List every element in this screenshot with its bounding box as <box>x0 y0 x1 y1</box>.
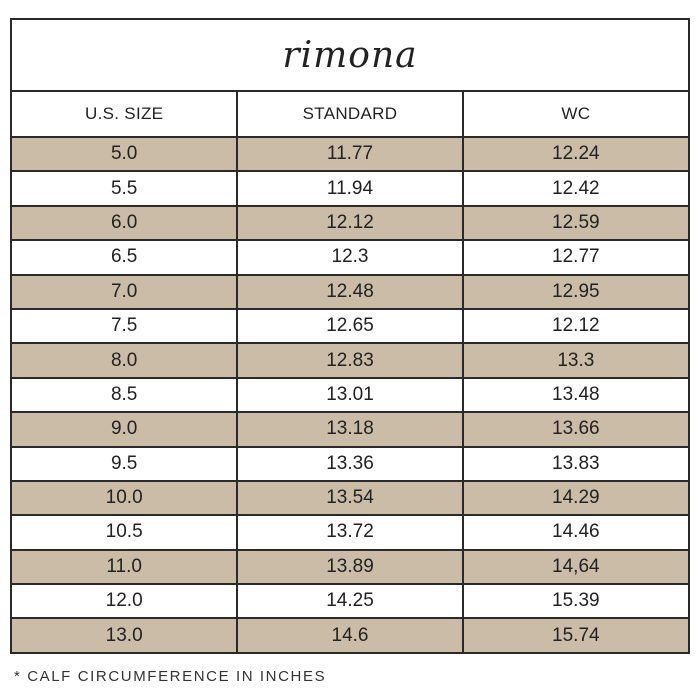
table-row: 9.5 13.36 13.83 <box>12 446 688 482</box>
cell-us-size: 6.0 <box>12 205 239 242</box>
table-row: 5.0 11.77 12.24 <box>12 137 688 173</box>
cell-wc: 14.29 <box>462 480 688 517</box>
cell-wc: 13.48 <box>462 377 688 414</box>
cell-standard: 13.18 <box>237 412 464 448</box>
cell-wc: 15.74 <box>462 618 688 652</box>
cell-standard: 12.83 <box>237 343 464 379</box>
cell-standard: 11.94 <box>237 171 464 207</box>
cell-standard: 13.72 <box>237 515 464 551</box>
cell-us-size: 8.0 <box>12 343 239 379</box>
brand-header: rimona <box>12 20 688 92</box>
table-row: 11.0 13.89 14,64 <box>12 549 688 586</box>
cell-us-size: 9.0 <box>12 412 239 448</box>
table-row: 12.0 14.25 15.39 <box>12 584 688 620</box>
cell-standard: 12.12 <box>237 205 464 242</box>
cell-us-size: 6.5 <box>12 240 239 276</box>
cell-wc: 14.46 <box>462 515 688 551</box>
table-row: 8.5 13.01 13.48 <box>12 377 688 414</box>
cell-us-size: 11.0 <box>12 549 239 586</box>
column-header-us-size: U.S. SIZE <box>12 92 239 138</box>
cell-wc: 12.77 <box>462 240 688 276</box>
table-row: 13.0 14.6 15.74 <box>12 618 688 652</box>
cell-us-size: 13.0 <box>12 618 239 652</box>
table-row: 7.0 12.48 12.95 <box>12 274 688 310</box>
cell-standard: 12.65 <box>237 308 464 345</box>
column-header-standard: STANDARD <box>237 92 464 138</box>
cell-wc: 13.66 <box>462 412 688 448</box>
cell-us-size: 9.5 <box>12 446 239 482</box>
cell-standard: 13.89 <box>237 549 464 586</box>
table-row: 5.5 11.94 12.42 <box>12 171 688 207</box>
brand-logo-text: rimona <box>282 34 418 76</box>
cell-us-size: 8.5 <box>12 377 239 414</box>
cell-wc: 13.83 <box>462 446 688 482</box>
table-row: 6.5 12.3 12.77 <box>12 240 688 276</box>
table-row: 7.5 12.65 12.12 <box>12 308 688 345</box>
cell-wc: 15.39 <box>462 584 688 620</box>
cell-us-size: 12.0 <box>12 584 239 620</box>
cell-standard: 13.01 <box>237 377 464 414</box>
cell-wc: 12.24 <box>462 137 688 173</box>
cell-wc: 12.95 <box>462 274 688 310</box>
cell-us-size: 10.5 <box>12 515 239 551</box>
table-row: 6.0 12.12 12.59 <box>12 205 688 242</box>
cell-standard: 12.48 <box>237 274 464 310</box>
cell-standard: 14.25 <box>237 584 464 620</box>
cell-wc: 13.3 <box>462 343 688 379</box>
cell-standard: 14.6 <box>237 618 464 652</box>
header-row: U.S. SIZE STANDARD WC <box>12 92 688 138</box>
cell-us-size: 5.5 <box>12 171 239 207</box>
cell-us-size: 5.0 <box>12 137 239 173</box>
cell-wc: 14,64 <box>462 549 688 586</box>
cell-wc: 12.12 <box>462 308 688 345</box>
size-table: U.S. SIZE STANDARD WC 5.0 11.77 12.24 5.5 11… <box>12 92 688 652</box>
cell-standard: 12.3 <box>237 240 464 276</box>
cell-us-size: 7.0 <box>12 274 239 310</box>
size-chart: rimona U.S. SIZE STANDARD WC 5.0 11.77 12.… <box>10 18 690 654</box>
cell-standard: 13.54 <box>237 480 464 517</box>
footnote: * CALF CIRCUMFERENCE IN INCHES <box>14 668 327 685</box>
table-row: 10.0 13.54 14.29 <box>12 480 688 517</box>
table-row: 8.0 12.83 13.3 <box>12 343 688 379</box>
column-header-wc: WC <box>462 92 688 138</box>
cell-wc: 12.59 <box>462 205 688 242</box>
cell-us-size: 7.5 <box>12 308 239 345</box>
table-row: 9.0 13.18 13.66 <box>12 412 688 448</box>
table-body: 5.0 11.77 12.24 5.5 11.94 12.42 6.0 12.12 12.59 6… <box>12 137 688 652</box>
table-row: 10.5 13.72 14.46 <box>12 515 688 551</box>
cell-wc: 12.42 <box>462 171 688 207</box>
cell-standard: 13.36 <box>237 446 464 482</box>
cell-us-size: 10.0 <box>12 480 239 517</box>
cell-standard: 11.77 <box>237 137 464 173</box>
